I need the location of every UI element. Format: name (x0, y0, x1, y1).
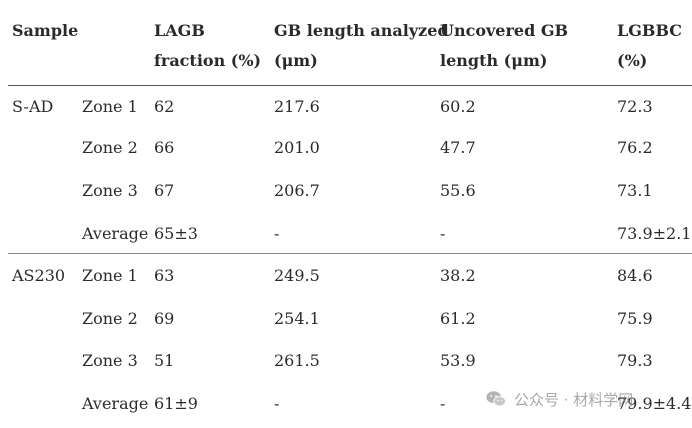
cell-uncovered: 38.2 (440, 266, 476, 285)
cell-sample: AS230 (12, 266, 66, 285)
cell-lgbbc: 73.9±2.1 (617, 224, 692, 243)
cell-zone: Zone 2 (82, 138, 138, 157)
cell-uncovered: 61.2 (440, 309, 476, 328)
cell-lgbbc: 84.6 (617, 266, 653, 285)
cell-lagb: 69 (154, 309, 175, 328)
header-uncovered-line1: Uncovered GB (440, 21, 569, 40)
cell-lagb: 62 (154, 97, 175, 116)
header-gb-length-line2: (μm) (274, 51, 318, 70)
cell-lgbbc: 79.3 (617, 351, 653, 370)
cell-gb-length: 254.1 (274, 309, 320, 328)
cell-lgbbc: 79.9±4.4 (617, 394, 692, 413)
header-uncovered-line2: length (μm) (440, 51, 548, 70)
cell-gb-length: 261.5 (274, 351, 320, 370)
watermark-text: 公众号 · 材料学网 (514, 390, 634, 409)
cell-lagb: 67 (154, 181, 175, 200)
header-lgbbc-line2: (%) (617, 51, 648, 70)
cell-lgbbc: 75.9 (617, 309, 653, 328)
cell-uncovered: 47.7 (440, 138, 476, 157)
cell-uncovered: 60.2 (440, 97, 476, 116)
cell-lagb: 61±9 (154, 394, 198, 413)
cell-uncovered: - (440, 224, 446, 243)
header-rule (8, 85, 692, 86)
cell-zone: Zone 3 (82, 351, 138, 370)
cell-lgbbc: 73.1 (617, 181, 653, 200)
cell-gb-length: 249.5 (274, 266, 320, 285)
cell-gb-length: 206.7 (274, 181, 320, 200)
cell-zone: Average (82, 394, 149, 413)
cell-lgbbc: 72.3 (617, 97, 653, 116)
cell-zone: Average (82, 224, 149, 243)
cell-zone: Zone 1 (82, 97, 138, 116)
wechat-icon (486, 391, 507, 407)
header-sample: Sample (12, 21, 79, 40)
cell-gb-length: - (274, 224, 280, 243)
cell-zone: Zone 3 (82, 181, 138, 200)
cell-uncovered: 53.9 (440, 351, 476, 370)
group-divider (8, 253, 692, 254)
cell-gb-length: 201.0 (274, 138, 320, 157)
cell-lagb: 63 (154, 266, 175, 285)
cell-gb-length: - (274, 394, 280, 413)
cell-zone: Zone 2 (82, 309, 138, 328)
cell-sample: S-AD (12, 97, 54, 116)
cell-lagb: 65±3 (154, 224, 198, 243)
cell-gb-length: 217.6 (274, 97, 320, 116)
cell-uncovered: 55.6 (440, 181, 476, 200)
cell-uncovered: - (440, 394, 446, 413)
cell-zone: Zone 1 (82, 266, 138, 285)
cell-lgbbc: 76.2 (617, 138, 653, 157)
header-gb-length-line1: GB length analyzed (274, 21, 449, 40)
cell-lagb: 66 (154, 138, 175, 157)
header-lgbbc-line1: LGBBC (617, 21, 682, 40)
header-lagb-line2: fraction (%) (154, 51, 262, 70)
cell-lagb: 51 (154, 351, 175, 370)
header-lagb-line1: LAGB (154, 21, 205, 40)
watermark: 公众号 · 材料学网 (485, 388, 633, 410)
